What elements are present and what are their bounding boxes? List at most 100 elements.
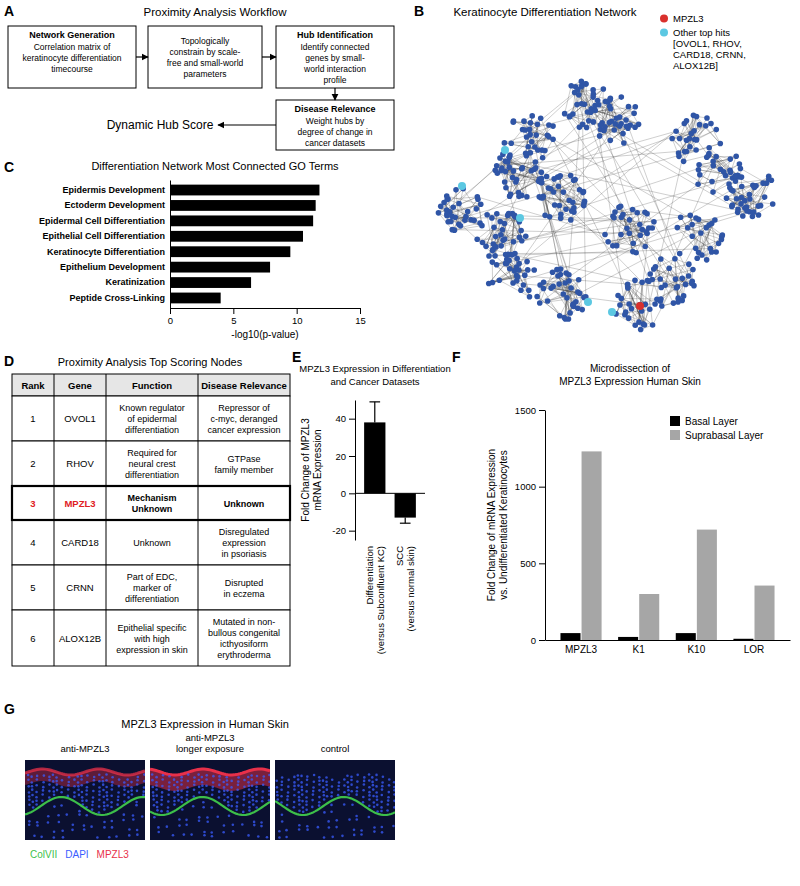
table-cell: differentiation bbox=[125, 470, 179, 480]
table-rule bbox=[54, 565, 55, 610]
table-cell: RHOV bbox=[66, 458, 94, 469]
bar bbox=[754, 586, 774, 640]
network-node bbox=[673, 128, 679, 134]
network-node bbox=[541, 279, 547, 285]
network-edge bbox=[553, 280, 579, 287]
network-node bbox=[571, 205, 577, 211]
legend-swatch bbox=[660, 29, 668, 37]
workflow-text: Weight hubs by bbox=[306, 116, 365, 126]
network-node bbox=[751, 209, 757, 215]
network-node bbox=[478, 201, 484, 207]
network-node bbox=[611, 215, 617, 221]
plot-area bbox=[364, 402, 416, 523]
table-cell: GTPase bbox=[227, 454, 260, 464]
tick-label: K10 bbox=[687, 644, 705, 655]
dapi-nucleus bbox=[78, 813, 81, 816]
table-row bbox=[12, 441, 290, 486]
panel-letter: B bbox=[414, 3, 424, 19]
network-edge bbox=[582, 104, 675, 259]
network-node bbox=[529, 139, 535, 145]
network-node bbox=[539, 170, 545, 176]
dapi-nucleus bbox=[72, 823, 75, 826]
network-edge bbox=[626, 120, 686, 284]
network-node bbox=[521, 282, 527, 288]
panel-letter: D bbox=[4, 353, 14, 369]
workflow: Proximity Analysis WorkflowNetwork Gener… bbox=[8, 6, 394, 150]
network-nodes bbox=[436, 79, 776, 333]
dapi-nucleus bbox=[83, 828, 86, 831]
tick-label: LOR bbox=[744, 644, 765, 655]
network-node bbox=[523, 150, 529, 156]
network-edge bbox=[553, 139, 722, 236]
network-edge bbox=[492, 262, 493, 282]
dapi-nucleus bbox=[126, 778, 129, 781]
network-node bbox=[679, 275, 685, 281]
network-node bbox=[493, 244, 499, 250]
table-header: Gene bbox=[68, 380, 92, 391]
legend-label: Suprabasal Layer bbox=[685, 430, 764, 441]
network-node bbox=[740, 213, 746, 219]
dapi-nucleus bbox=[60, 786, 63, 789]
chart: Differentiation Network Most Connected G… bbox=[39, 160, 366, 340]
dapi-nucleus bbox=[77, 788, 80, 791]
dapi-nucleus bbox=[52, 773, 55, 776]
dapi-nucleus bbox=[77, 781, 80, 784]
network-node bbox=[696, 167, 702, 173]
network-node bbox=[687, 136, 693, 142]
network-edge bbox=[512, 131, 676, 177]
dapi-nucleus bbox=[48, 783, 51, 786]
tick-label: Keratinization bbox=[105, 277, 165, 287]
dapi-nucleus bbox=[67, 788, 70, 791]
network-mpzl3-node bbox=[636, 302, 644, 310]
network-node bbox=[607, 103, 613, 109]
network-node bbox=[544, 174, 550, 180]
dapi-nucleus bbox=[73, 785, 76, 788]
network-node bbox=[694, 256, 700, 262]
dapi-nucleus bbox=[78, 794, 81, 797]
network-node bbox=[532, 144, 538, 150]
network-edge bbox=[543, 180, 576, 198]
table-cell: family member bbox=[214, 465, 273, 475]
network-edge bbox=[662, 279, 676, 306]
network-node bbox=[671, 300, 677, 306]
dapi-nucleus bbox=[98, 790, 101, 793]
workflow-text: Identify connected bbox=[301, 42, 370, 52]
network-node bbox=[611, 127, 617, 133]
axis-line bbox=[355, 401, 356, 541]
network-edge bbox=[585, 201, 689, 276]
network-edge bbox=[633, 222, 654, 244]
network-node bbox=[524, 259, 530, 265]
network-node bbox=[498, 243, 504, 249]
network-node bbox=[583, 81, 589, 87]
dapi-nucleus bbox=[91, 804, 94, 807]
network-edge bbox=[492, 262, 529, 297]
network-edge bbox=[508, 162, 536, 215]
workflow-arrow bbox=[218, 124, 276, 125]
tick: 20 bbox=[335, 451, 355, 462]
network-edge bbox=[452, 216, 517, 275]
network-node bbox=[546, 134, 552, 140]
network-edge bbox=[452, 230, 629, 234]
dapi-nucleus bbox=[111, 776, 114, 779]
network-node bbox=[651, 219, 657, 225]
network-edge bbox=[698, 170, 735, 176]
network-node bbox=[511, 168, 517, 174]
bar bbox=[733, 639, 753, 640]
network-node bbox=[631, 110, 637, 116]
dapi-nucleus bbox=[105, 773, 108, 776]
category-tick: Peptide Cross-Linking bbox=[69, 293, 165, 303]
network-edge bbox=[679, 124, 711, 154]
network-edge bbox=[545, 179, 554, 215]
network-node bbox=[597, 133, 603, 139]
axis-title: mRNA Expression bbox=[312, 429, 323, 510]
network-edge bbox=[669, 166, 713, 269]
network-node bbox=[554, 267, 560, 273]
network-node bbox=[586, 118, 592, 124]
network-node bbox=[623, 117, 629, 123]
error-bar bbox=[400, 518, 411, 524]
network-node bbox=[738, 201, 744, 207]
tick-mark bbox=[349, 419, 355, 420]
panel-title: Proximity Analysis Workflow bbox=[144, 6, 288, 18]
network-node bbox=[704, 115, 710, 121]
dapi-nucleus bbox=[92, 790, 95, 793]
